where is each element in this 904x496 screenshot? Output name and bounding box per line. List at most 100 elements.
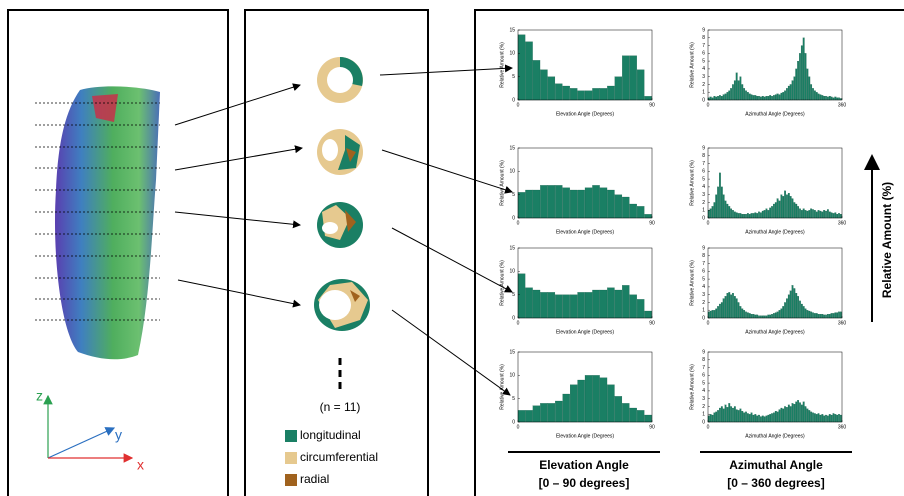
z-label: z bbox=[36, 388, 43, 404]
y-tick-label: 0 bbox=[702, 215, 705, 221]
bar bbox=[600, 188, 607, 218]
bar bbox=[766, 316, 768, 318]
bar bbox=[736, 213, 738, 218]
bar bbox=[751, 413, 753, 422]
bar bbox=[533, 406, 540, 422]
bar bbox=[836, 415, 838, 422]
bar bbox=[715, 195, 717, 218]
bar bbox=[758, 96, 760, 100]
bar bbox=[714, 310, 716, 318]
bar bbox=[758, 415, 760, 422]
bar bbox=[563, 295, 570, 318]
bar bbox=[803, 38, 805, 100]
bar bbox=[822, 95, 824, 100]
bar bbox=[570, 385, 577, 422]
bar bbox=[823, 96, 825, 100]
bar bbox=[760, 417, 762, 422]
bar bbox=[712, 98, 714, 100]
bar bbox=[592, 88, 599, 100]
y-axis-label: Relative Amount (%) bbox=[689, 260, 695, 306]
bar bbox=[820, 211, 822, 218]
y-axis bbox=[48, 428, 114, 458]
bar bbox=[607, 190, 614, 218]
bar bbox=[831, 97, 833, 100]
y-tick-label: 4 bbox=[702, 184, 705, 190]
bar bbox=[790, 406, 792, 422]
bar bbox=[727, 293, 729, 318]
caption: Elevation Angle bbox=[539, 458, 629, 472]
bar bbox=[637, 410, 644, 422]
bar bbox=[803, 209, 805, 218]
bar bbox=[809, 77, 811, 100]
bar bbox=[818, 413, 820, 422]
bar bbox=[829, 96, 831, 100]
x-tick-label: 90 bbox=[649, 424, 655, 430]
bar bbox=[585, 292, 592, 318]
bar bbox=[736, 73, 738, 100]
y-tick-label: 7 bbox=[702, 161, 705, 167]
x-axis-label: Elevation Angle (Degrees) bbox=[556, 111, 614, 117]
bar bbox=[738, 81, 740, 100]
bar bbox=[585, 91, 592, 100]
bar bbox=[753, 213, 755, 218]
x-tick-label: 90 bbox=[649, 220, 655, 226]
bar bbox=[829, 414, 831, 422]
x-tick-label: 360 bbox=[838, 220, 847, 226]
x-tick-label: 0 bbox=[707, 102, 710, 108]
bar bbox=[728, 292, 730, 318]
y-tick-label: 5 bbox=[702, 276, 705, 282]
legend-swatch bbox=[285, 452, 297, 464]
bar bbox=[555, 401, 562, 422]
y-tick-label: 9 bbox=[702, 27, 705, 33]
bar bbox=[810, 209, 812, 218]
bar bbox=[773, 95, 775, 100]
figure: z y x (n = 11) longitudinal circumferent… bbox=[0, 0, 904, 496]
x-tick-label: 0 bbox=[517, 424, 520, 430]
bar bbox=[786, 407, 788, 422]
x-tick-label: 0 bbox=[707, 424, 710, 430]
bar bbox=[725, 201, 727, 218]
x-tick-label: 0 bbox=[707, 320, 710, 326]
bar bbox=[779, 410, 781, 422]
vessel-render bbox=[55, 86, 160, 359]
bar bbox=[607, 288, 614, 318]
bar bbox=[825, 96, 827, 100]
bar bbox=[784, 91, 786, 100]
bar bbox=[600, 290, 607, 318]
bar bbox=[743, 413, 745, 422]
y-tick-label: 4 bbox=[702, 388, 705, 394]
bar bbox=[777, 94, 779, 100]
bar bbox=[738, 213, 740, 218]
bar bbox=[745, 91, 747, 100]
bar bbox=[710, 311, 712, 318]
bar bbox=[518, 410, 525, 422]
bar bbox=[749, 414, 751, 422]
bar bbox=[570, 88, 577, 100]
bar bbox=[725, 94, 727, 100]
bar bbox=[820, 415, 822, 422]
bar bbox=[781, 195, 783, 218]
y-tick-label: 8 bbox=[702, 357, 705, 363]
y-tick-label: 1 bbox=[702, 208, 705, 214]
y-tick-label: 1 bbox=[702, 90, 705, 96]
bar bbox=[833, 98, 835, 100]
bar bbox=[807, 409, 809, 422]
bar bbox=[719, 173, 721, 218]
caption: Azimuthal Angle bbox=[729, 458, 823, 472]
bar bbox=[747, 213, 749, 218]
bar bbox=[792, 81, 794, 100]
bar bbox=[730, 406, 732, 422]
bar bbox=[797, 400, 799, 422]
bar bbox=[764, 210, 766, 218]
bar bbox=[792, 403, 794, 422]
bar bbox=[807, 69, 809, 100]
x-axis-label: Elevation Angle (Degrees) bbox=[556, 329, 614, 335]
bar bbox=[630, 408, 637, 422]
bar bbox=[533, 190, 540, 218]
bar bbox=[592, 185, 599, 218]
bar bbox=[715, 309, 717, 318]
bar bbox=[719, 408, 721, 422]
bar bbox=[732, 408, 734, 422]
bar bbox=[721, 302, 723, 318]
bar bbox=[836, 98, 838, 100]
